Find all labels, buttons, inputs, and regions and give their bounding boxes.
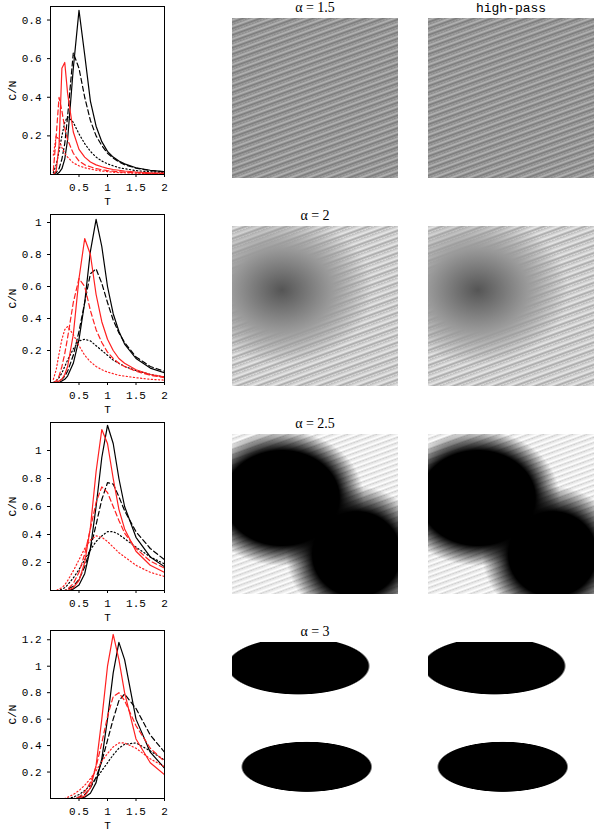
svg-text:0.4: 0.4	[22, 313, 42, 325]
svg-text:1: 1	[104, 182, 111, 194]
svg-text:0.8: 0.8	[22, 473, 42, 485]
svg-text:1: 1	[104, 598, 111, 610]
svg-text:0.4: 0.4	[22, 740, 42, 752]
svg-text:C/N: C/N	[7, 705, 19, 725]
svg-text:1.5: 1.5	[126, 390, 146, 402]
svg-text:0.8: 0.8	[22, 249, 42, 261]
svg-text:C/N: C/N	[7, 289, 19, 309]
svg-text:1: 1	[35, 445, 42, 457]
svg-text:0.2: 0.2	[22, 130, 42, 142]
svg-text:2: 2	[161, 390, 168, 402]
svg-text:T: T	[104, 404, 111, 416]
svg-text:1: 1	[104, 390, 111, 402]
svg-text:2: 2	[161, 182, 168, 194]
svg-text:0.2: 0.2	[22, 345, 42, 357]
svg-text:0.4: 0.4	[22, 92, 42, 104]
html-text:α = 3: α = 3	[300, 624, 330, 639]
svg-text:0.5: 0.5	[69, 390, 89, 402]
svg-text:0.2: 0.2	[22, 767, 42, 779]
svg-text:0.5: 0.5	[69, 182, 89, 194]
svg-text:0.4: 0.4	[22, 529, 42, 541]
svg-text:1: 1	[104, 806, 111, 818]
svg-text:1.5: 1.5	[126, 598, 146, 610]
svg-text:C/N: C/N	[7, 81, 19, 101]
html-text:α = 2.5: α = 2.5	[295, 416, 335, 431]
svg-text:0.6: 0.6	[22, 714, 42, 726]
svg-text:T: T	[104, 612, 111, 624]
svg-text:0.8: 0.8	[22, 15, 42, 27]
svg-text:T: T	[104, 820, 111, 832]
svg-text:1: 1	[35, 217, 42, 229]
svg-text:1.2: 1.2	[22, 634, 42, 646]
svg-text:0.6: 0.6	[22, 501, 42, 513]
html-text:α = 2: α = 2	[300, 208, 330, 223]
svg-text:0.5: 0.5	[69, 806, 89, 818]
html-text:α = 1.5: α = 1.5	[295, 0, 335, 15]
svg-text:2: 2	[161, 806, 168, 818]
svg-text:0.5: 0.5	[69, 598, 89, 610]
svg-text:0.6: 0.6	[22, 281, 42, 293]
svg-text:2: 2	[161, 598, 168, 610]
svg-text:C/N: C/N	[7, 497, 19, 517]
svg-text:1.5: 1.5	[126, 806, 146, 818]
svg-text:1: 1	[35, 661, 42, 673]
html-text:high-pass: high-pass	[475, 1, 547, 16]
svg-text:0.6: 0.6	[22, 53, 42, 65]
svg-text:0.8: 0.8	[22, 687, 42, 699]
svg-text:T: T	[104, 196, 111, 208]
svg-text:0.2: 0.2	[22, 557, 42, 569]
svg-text:1.5: 1.5	[126, 182, 146, 194]
